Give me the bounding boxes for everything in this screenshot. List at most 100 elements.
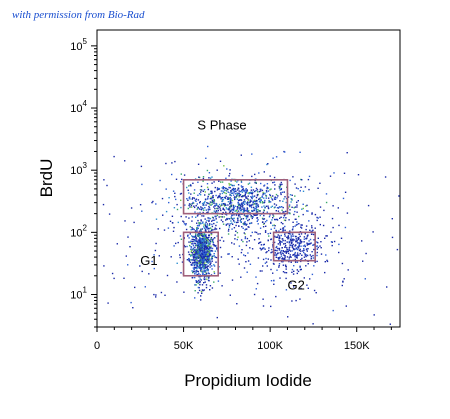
data-point	[209, 223, 211, 225]
data-point	[208, 193, 210, 196]
data-point	[246, 197, 248, 199]
data-point	[286, 256, 289, 258]
data-point	[226, 168, 228, 170]
data-point	[308, 243, 310, 245]
data-point	[196, 255, 198, 257]
data-point	[188, 237, 190, 239]
data-point	[245, 191, 247, 194]
data-point	[262, 265, 264, 267]
data-point	[198, 275, 200, 278]
data-point	[302, 203, 304, 205]
data-point	[291, 246, 294, 248]
data-point	[191, 254, 193, 256]
data-point	[251, 192, 253, 195]
data-point	[215, 218, 217, 220]
data-point	[263, 209, 265, 211]
data-point	[298, 243, 300, 246]
data-point	[221, 203, 223, 205]
data-point	[196, 258, 198, 260]
data-point	[249, 201, 251, 203]
data-point	[278, 263, 281, 265]
data-point	[200, 242, 202, 244]
data-point	[194, 246, 196, 249]
data-point	[194, 230, 197, 232]
data-point	[289, 230, 291, 232]
data-point	[396, 248, 399, 251]
data-point	[278, 235, 281, 237]
data-point	[290, 242, 293, 245]
data-point	[208, 248, 211, 250]
data-point	[290, 235, 292, 237]
data-point	[273, 263, 275, 265]
data-point	[211, 265, 213, 267]
data-point	[315, 292, 317, 294]
data-point	[211, 229, 213, 232]
data-point	[305, 255, 307, 258]
data-point	[300, 186, 302, 188]
data-point	[214, 250, 216, 252]
data-point	[235, 196, 237, 199]
data-point	[296, 204, 298, 206]
data-point	[345, 305, 347, 307]
data-point	[292, 243, 294, 246]
data-point	[216, 316, 218, 319]
data-point	[292, 273, 295, 275]
data-point	[296, 239, 299, 242]
data-point	[317, 242, 319, 244]
data-point	[310, 230, 312, 233]
data-point	[303, 249, 305, 251]
data-point	[221, 199, 224, 201]
data-point	[199, 234, 201, 237]
data-point	[232, 187, 235, 190]
data-point	[279, 277, 281, 279]
data-point	[230, 180, 232, 182]
data-point	[289, 256, 291, 258]
data-point	[304, 233, 306, 235]
data-point	[207, 248, 210, 251]
data-point	[222, 198, 225, 201]
data-point	[284, 239, 286, 242]
data-point	[269, 193, 271, 196]
data-point	[215, 203, 218, 205]
data-point	[181, 178, 183, 181]
data-point	[219, 193, 221, 195]
data-point	[200, 240, 202, 242]
data-point	[172, 222, 174, 224]
data-point	[207, 211, 209, 213]
data-point	[293, 265, 295, 267]
data-point	[200, 279, 202, 281]
data-point	[294, 225, 296, 227]
data-point	[189, 244, 191, 247]
data-point	[290, 233, 292, 235]
data-point	[284, 242, 286, 245]
data-point	[311, 251, 313, 253]
data-point	[316, 251, 318, 254]
data-point	[257, 233, 259, 235]
data-point	[203, 238, 205, 240]
data-point	[197, 235, 199, 237]
data-point	[262, 244, 265, 246]
data-point	[231, 228, 233, 230]
data-point	[275, 193, 278, 196]
data-point	[272, 217, 274, 219]
data-point	[294, 210, 296, 213]
data-point	[197, 253, 199, 255]
data-point	[295, 256, 298, 258]
data-point	[201, 240, 203, 242]
data-point	[198, 279, 200, 282]
data-point	[205, 254, 207, 256]
data-point	[213, 206, 215, 208]
data-point	[189, 261, 192, 264]
data-point	[264, 231, 267, 233]
data-point	[208, 277, 210, 279]
data-point	[244, 237, 246, 240]
data-point	[241, 226, 243, 228]
data-point	[227, 217, 230, 220]
data-point	[299, 252, 301, 255]
data-point	[241, 203, 243, 206]
data-point	[198, 252, 200, 254]
data-point	[303, 256, 306, 258]
data-point	[180, 238, 183, 240]
data-point	[208, 205, 210, 208]
data-point	[209, 289, 211, 291]
